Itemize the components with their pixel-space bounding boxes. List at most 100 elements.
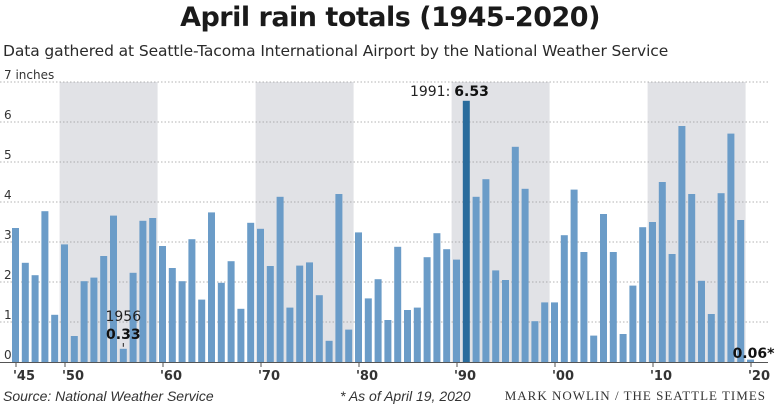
bar-1964	[198, 299, 206, 362]
bar-2017	[717, 193, 725, 362]
bar-2005	[600, 214, 607, 362]
axes: 0 1 2 3 4 5 6 7 inches '45 '50 '60 '70 '80 '90 '00 '10 '…	[0, 68, 770, 384]
y-tick-label-2: 2	[4, 268, 12, 282]
bar-1990	[453, 259, 460, 362]
bar-1977	[325, 340, 333, 362]
bar-1953	[90, 277, 98, 362]
bar-2010	[649, 222, 656, 362]
bar-1966	[217, 282, 225, 362]
bar-1962	[178, 281, 186, 362]
annotations: 1956 0.33 1991: 6.53 0.06*	[105, 84, 775, 362]
bar-1985	[404, 310, 411, 362]
bar-1984	[394, 246, 402, 362]
bar-2012	[668, 254, 676, 362]
bar-1980	[355, 232, 362, 362]
y-tick-label-6: 6	[4, 108, 12, 122]
bar-1986	[413, 307, 421, 362]
bar-1965	[208, 212, 215, 362]
source-note: Source: National Weather Service	[3, 388, 214, 404]
bar-1949	[51, 314, 59, 362]
bar-1995	[502, 280, 509, 362]
bar-1950	[61, 244, 68, 362]
bar-1996	[511, 146, 519, 362]
bar-1994	[492, 270, 500, 362]
bar-1956	[119, 348, 127, 362]
bar-1954	[100, 256, 108, 362]
bar-1989	[443, 249, 451, 362]
bar-1997	[521, 188, 529, 362]
bar-1978	[335, 194, 343, 362]
bar-1945	[12, 228, 19, 362]
x-tick-label-1945: '45	[13, 369, 35, 384]
y-tick-label-4: 4	[4, 188, 12, 202]
bar-1946	[21, 262, 29, 362]
bar-2020	[747, 359, 754, 362]
bar-1991	[462, 100, 470, 363]
bar-2018	[727, 133, 735, 362]
bar-2007	[619, 334, 627, 362]
x-tick-label-1970: '70	[258, 369, 280, 384]
y-tick-label-7: 7 inches	[4, 68, 54, 82]
x-tick-label-2020: '20	[748, 369, 770, 384]
bar-1974	[296, 265, 304, 362]
y-tick-label-3: 3	[4, 228, 12, 242]
bar-1993	[482, 179, 490, 362]
bar-1998	[531, 321, 539, 362]
bar-1982	[374, 279, 382, 362]
footnote: * As of April 19, 2020	[340, 388, 471, 404]
y-tick-label-1: 1	[4, 308, 12, 322]
bar-2003	[580, 252, 588, 362]
bar-2000	[551, 302, 558, 362]
bars	[12, 100, 754, 363]
bar-1971	[266, 266, 274, 362]
bar-1959	[149, 218, 157, 362]
bar-1968	[237, 308, 245, 362]
bar-1947	[31, 275, 39, 362]
bar-2015	[698, 280, 705, 362]
x-tick-label-1980: '80	[356, 369, 378, 384]
chart-title: April rain totals (1945-2020)	[180, 2, 600, 33]
x-tick-label-1990: '90	[454, 369, 476, 384]
bar-2006	[609, 252, 617, 362]
bar-1992	[472, 196, 480, 362]
bar-1952	[80, 281, 88, 362]
bar-1960	[159, 246, 166, 362]
bar-1958	[139, 220, 147, 362]
bar-1961	[168, 268, 176, 362]
x-tick-label-2010: '10	[650, 369, 672, 384]
bar-1975	[306, 262, 313, 362]
bar-1957	[129, 272, 137, 362]
bar-1981	[364, 298, 372, 362]
chart-subtitle: Data gathered at Seattle-Tacoma Internat…	[3, 42, 669, 60]
bar-1963	[188, 239, 196, 362]
bar-1976	[315, 295, 323, 362]
annotation-2020-value: 0.06*	[733, 346, 776, 362]
y-tick-label-5: 5	[4, 148, 12, 162]
bar-2013	[678, 126, 686, 362]
annotation-1956-value: 0.33	[106, 327, 141, 343]
bar-1972	[276, 196, 284, 362]
y-tick-label-0: 0	[4, 348, 12, 362]
bar-1955	[110, 215, 117, 362]
bar-2008	[629, 285, 637, 362]
bar-2009	[639, 227, 647, 362]
bar-2004	[590, 335, 598, 362]
bar-1951	[70, 336, 78, 362]
annotation-1991-year: 1991:	[410, 84, 450, 100]
bar-2001	[560, 235, 568, 362]
x-tick-label-1950: '50	[62, 369, 84, 384]
annotation-1956-year: 1956	[105, 309, 141, 325]
bar-1970	[257, 228, 264, 362]
bar-1999	[541, 302, 549, 362]
bar-1967	[227, 261, 235, 362]
bar-2016	[707, 314, 715, 362]
bar-1988	[433, 233, 441, 362]
credit-line: MARK NOWLIN / THE SEATTLE TIMES	[504, 388, 766, 403]
bar-2014	[688, 194, 696, 362]
x-tick-label-1960: '60	[160, 369, 182, 384]
bar-1987	[423, 257, 431, 362]
bar-1973	[286, 307, 294, 362]
bar-2019	[737, 220, 745, 362]
bar-2002	[570, 189, 578, 362]
